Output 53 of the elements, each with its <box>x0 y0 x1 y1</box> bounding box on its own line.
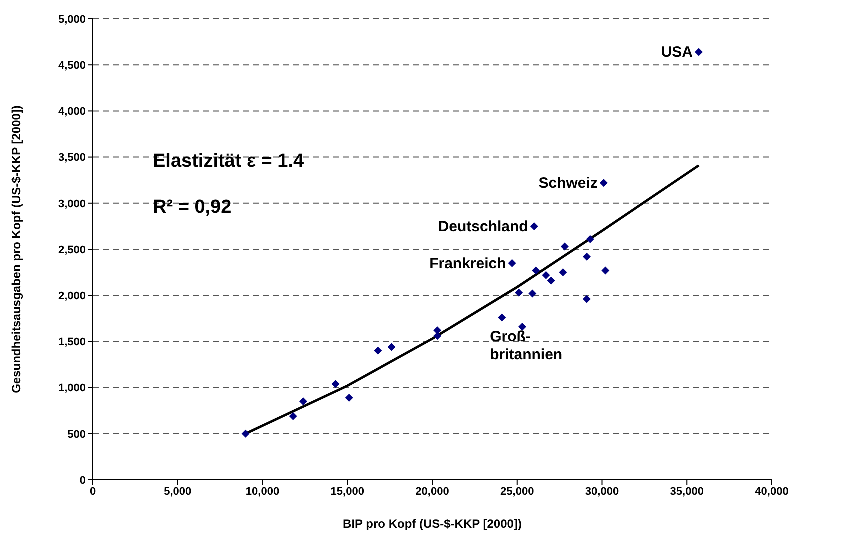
point <box>695 48 704 56</box>
annotation: Elastizität ε = 1.4 <box>153 151 304 173</box>
x-tick-label: 5,000 <box>164 486 192 498</box>
point <box>530 222 538 230</box>
point <box>508 259 516 268</box>
point <box>332 380 340 388</box>
point <box>560 242 569 251</box>
point <box>532 266 540 275</box>
annotation: Groß- britannien <box>490 328 563 364</box>
x-tick-label: 30,000 <box>585 486 620 498</box>
x-tick-label: 25,000 <box>500 486 534 498</box>
point <box>518 322 526 331</box>
x-tick-label: 20,000 <box>416 486 450 498</box>
annotation: Deutschland <box>438 218 528 236</box>
y-tick-label: 3,500 <box>58 152 86 164</box>
x-tick-label: 15,000 <box>330 486 364 498</box>
point <box>299 398 308 406</box>
x-axis-title: BIP pro Kopf (US-$-KKP [2000]) <box>343 517 522 531</box>
annotation: USA <box>661 44 694 62</box>
point <box>547 276 556 285</box>
point <box>600 179 608 188</box>
point <box>515 288 524 297</box>
annotation: Frankreich <box>430 255 506 272</box>
point <box>559 268 568 277</box>
x-tick-label: 35,000 <box>670 486 704 498</box>
x-tick-label: 40,000 <box>755 486 789 498</box>
y-tick-label: 4,000 <box>58 106 86 118</box>
x-tick-label: 10,000 <box>246 486 280 498</box>
y-tick-label: 5,000 <box>58 14 86 26</box>
y-tick-label: 1,000 <box>58 382 86 395</box>
y-axis-title: Gesundheitsausgaben pro Kopf (US-$-KKP [2000]) <box>9 106 24 394</box>
x-tick-label: 0 <box>90 486 96 498</box>
point <box>528 290 537 298</box>
point <box>582 295 591 304</box>
point <box>582 252 591 261</box>
point <box>289 412 298 420</box>
point <box>388 343 396 352</box>
y-tick-label: 0 <box>80 474 86 487</box>
point <box>345 394 354 402</box>
y-tick-label: 4,500 <box>58 60 86 72</box>
point <box>242 430 250 438</box>
point <box>374 346 382 355</box>
point <box>498 314 506 322</box>
point <box>542 271 550 280</box>
y-tick-label: 500 <box>68 428 86 441</box>
y-tick-label: 3,000 <box>58 198 86 210</box>
annotation: Schweiz <box>538 175 598 192</box>
point <box>602 266 610 275</box>
point <box>586 235 594 244</box>
y-tick-label: 2,000 <box>58 290 86 303</box>
y-tick-label: 1,500 <box>58 336 86 349</box>
y-tick-label: 2,500 <box>58 244 86 256</box>
annotation: R² = 0,92 <box>153 197 232 219</box>
